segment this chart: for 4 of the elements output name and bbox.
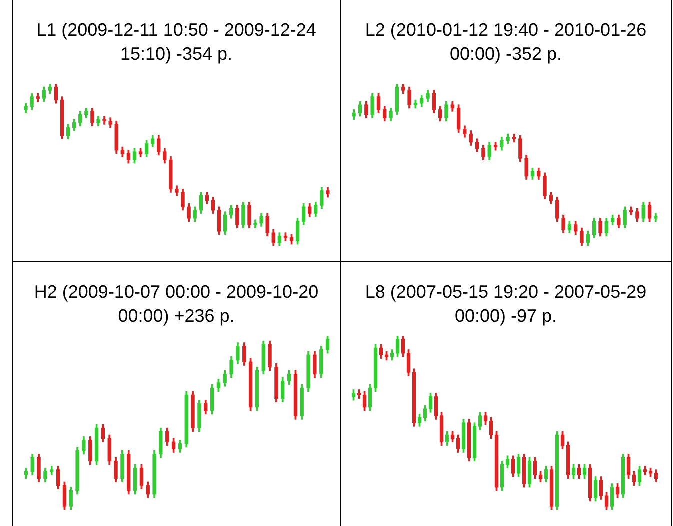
- chart-title: L1 (2009-12-11 10:50 - 2009-12-24 15:10) -354 p.: [36, 19, 318, 66]
- chart-title: H2 (2009-10-07 00:00 - 2009-10-20 00:00) +236 p.: [33, 281, 320, 328]
- chart-title: L2 (2010-01-12 19:40 - 2010-01-26 00:00) -352 p.: [364, 19, 648, 66]
- chart-title: L8 (2007-05-15 19:20 - 2007-05-29 00:00) -97 p.: [364, 281, 648, 328]
